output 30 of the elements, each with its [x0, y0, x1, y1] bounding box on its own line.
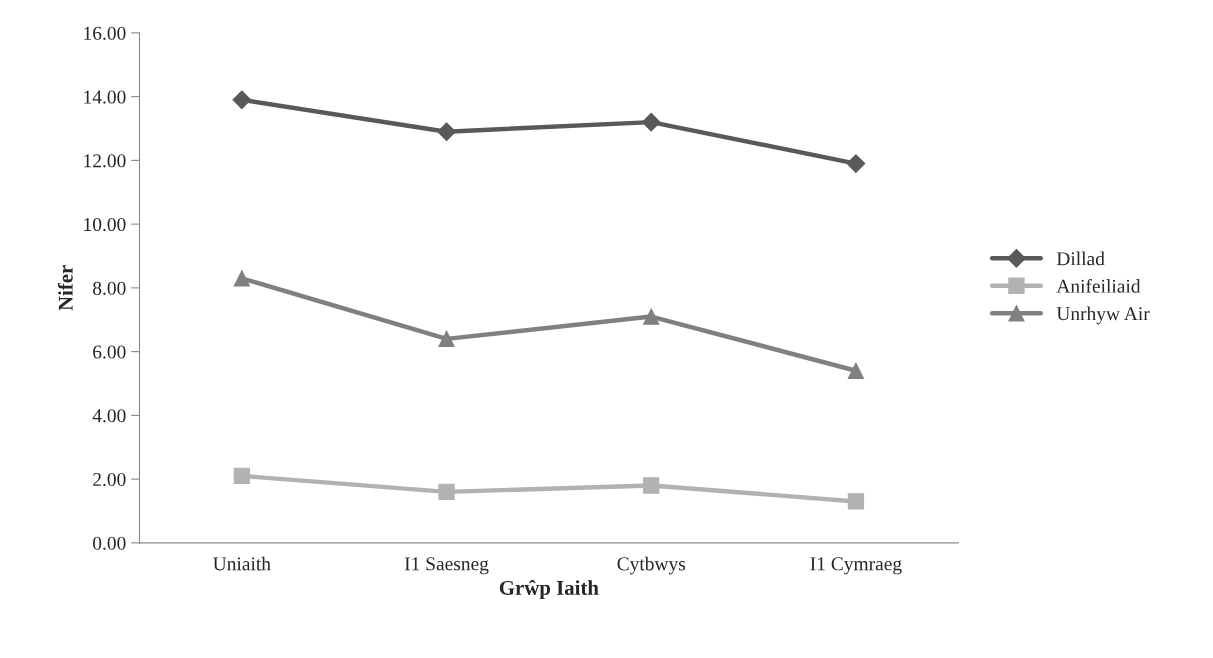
- point: [438, 483, 455, 501]
- y-tick-label: 14.00: [84, 90, 126, 104]
- point: [847, 362, 865, 379]
- x-tick-label: I1 Saesneg: [404, 557, 489, 575]
- x-tick-label: I1 Cymraeg: [810, 557, 902, 575]
- x-tick-label: Uniaith: [213, 556, 271, 571]
- y-tick-label: 0.00: [93, 536, 126, 550]
- y-axis-title: Nifer: [57, 265, 73, 311]
- point: [233, 270, 250, 287]
- y-tick-label: 12.00: [84, 154, 126, 168]
- legend-label: Anifeiliaid: [1056, 278, 1141, 293]
- point: [438, 330, 455, 348]
- point: [846, 154, 866, 173]
- y-tick-label: 2.00: [93, 472, 126, 487]
- y-tick-label: 10.00: [84, 217, 126, 232]
- y-tick-label: 4.00: [92, 409, 126, 423]
- y-tick-label: 8.00: [93, 281, 126, 295]
- y-tick-label: 6.00: [93, 345, 126, 359]
- point: [232, 90, 252, 110]
- point: [643, 477, 660, 494]
- legend-label: Unrhyw Air: [1056, 306, 1150, 325]
- point: [847, 493, 865, 510]
- x-tick-label: Cytbwys: [617, 556, 686, 575]
- point: [233, 467, 250, 485]
- y-tick-label: 16.00: [84, 26, 126, 40]
- legend-label: Dillad: [1056, 251, 1105, 266]
- point: [643, 308, 660, 325]
- point: [641, 112, 661, 132]
- point: [437, 122, 456, 142]
- x-axis-title: Grŵp Iaith: [499, 579, 599, 600]
